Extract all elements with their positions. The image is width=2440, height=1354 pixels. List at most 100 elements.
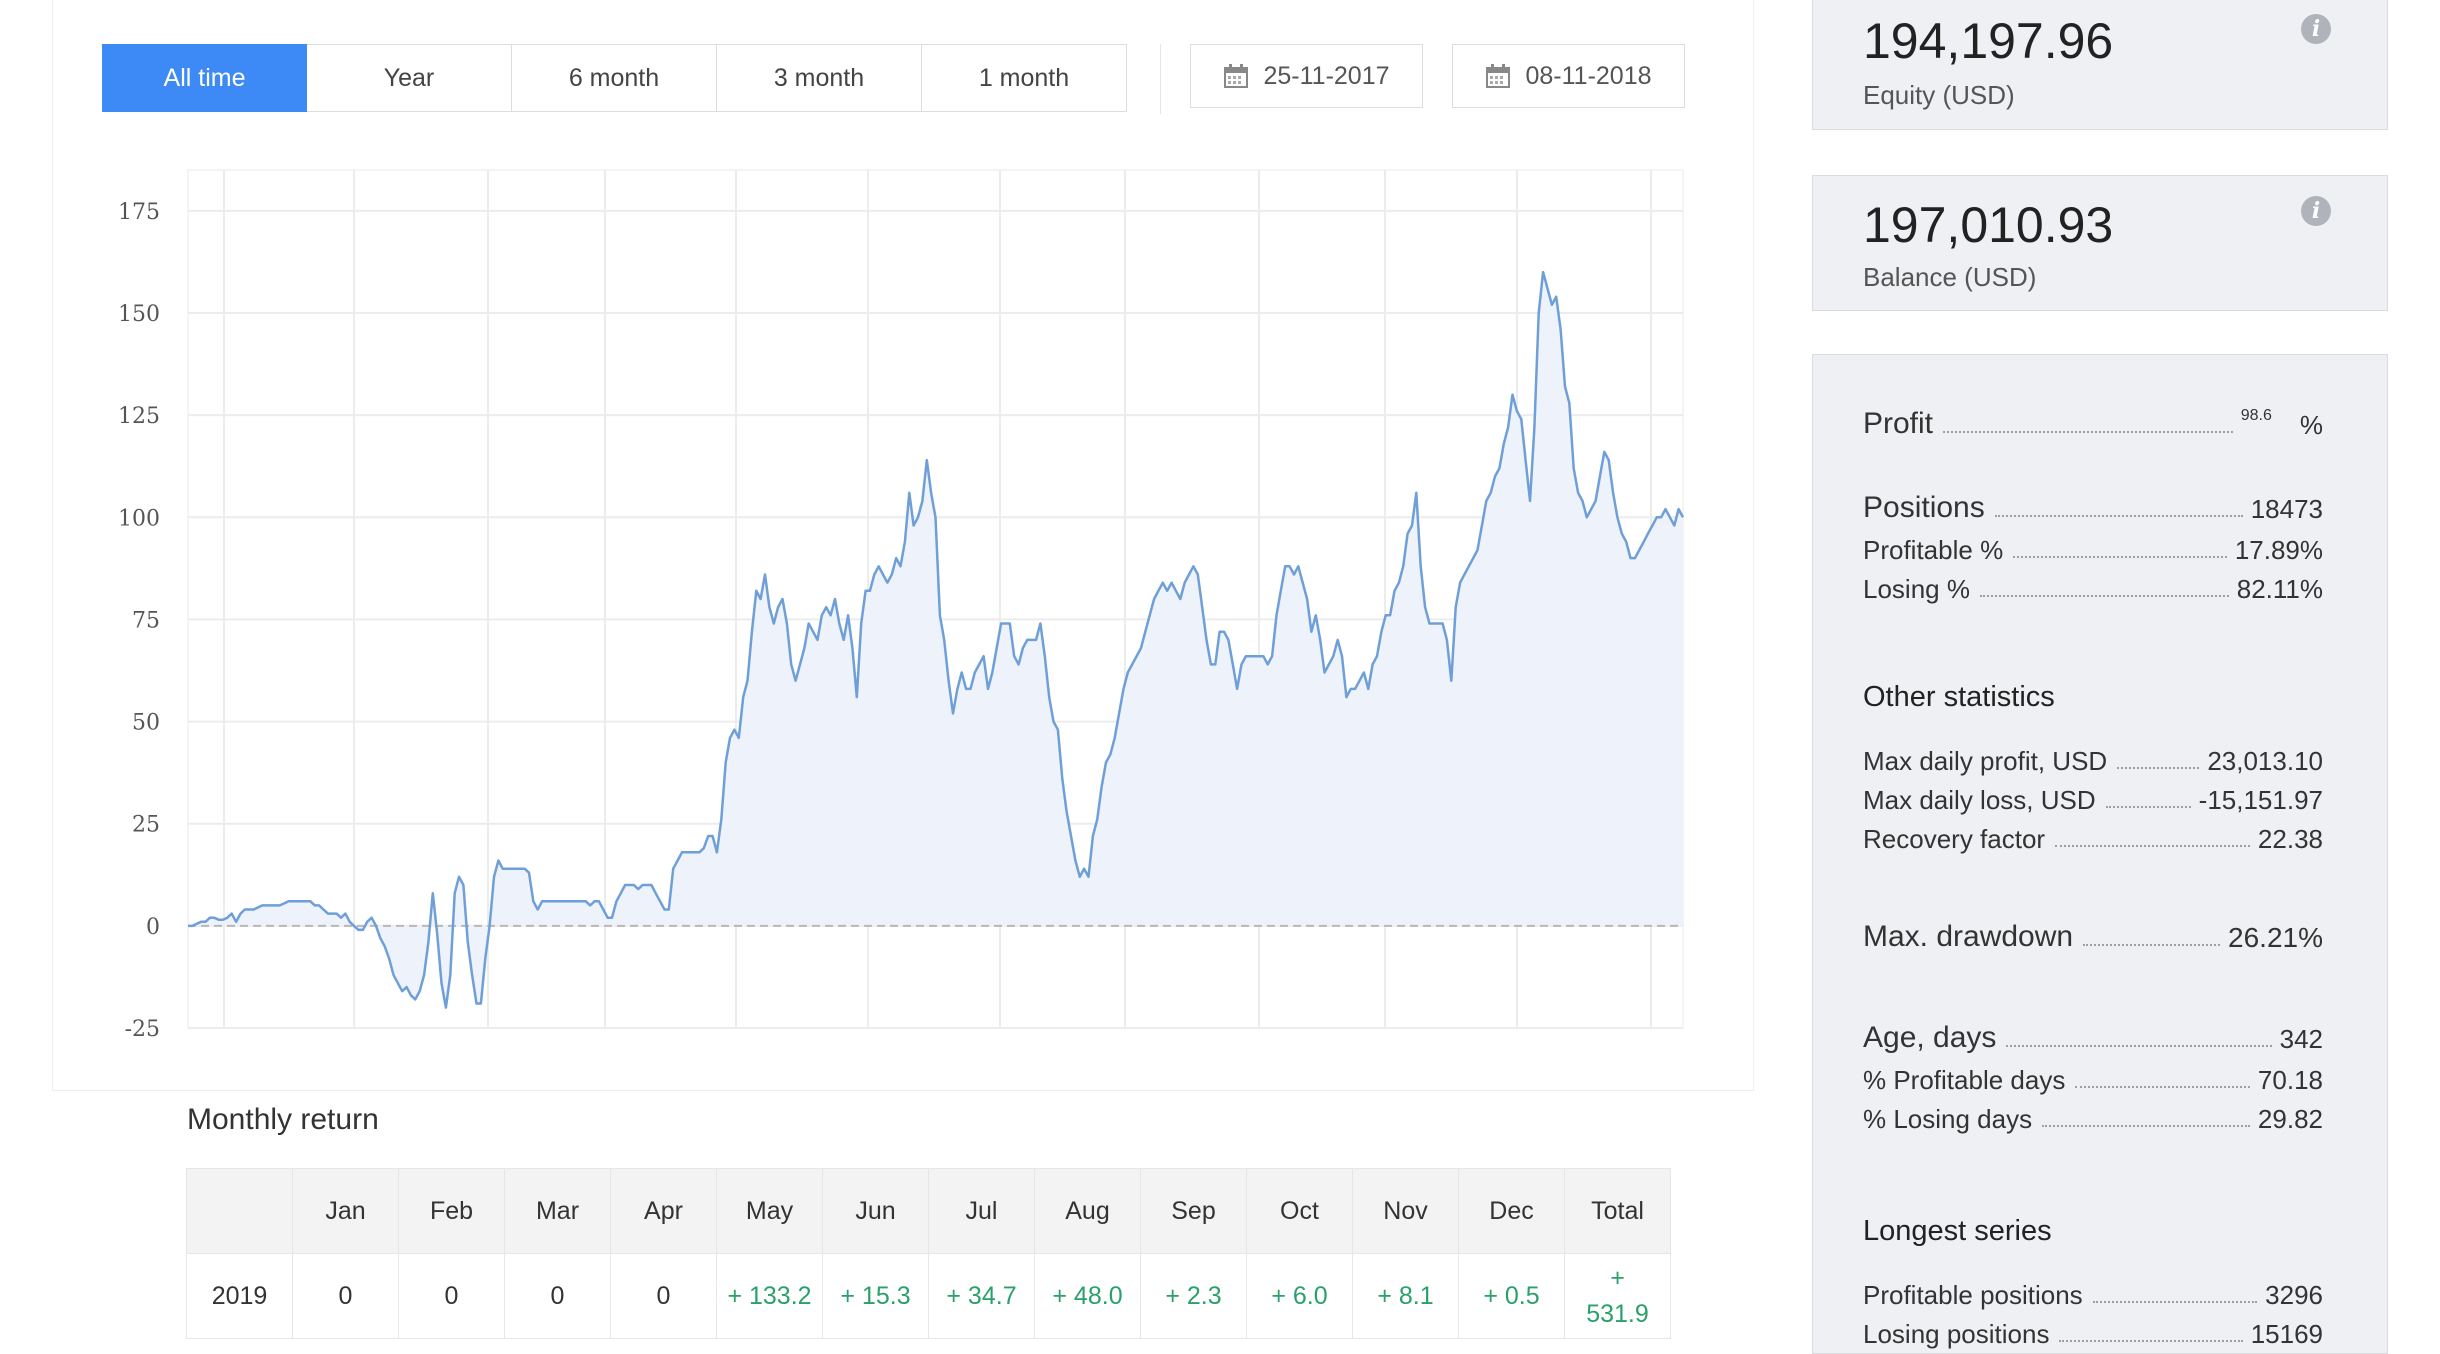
stat-label: Losing % <box>1863 574 1970 604</box>
dotted-leader <box>2092 1301 2258 1303</box>
info-icon[interactable]: i <box>2301 14 2331 44</box>
dotted-leader <box>2083 944 2221 946</box>
table-header-cell: May <box>716 1168 823 1254</box>
y-tick-label: 25 <box>132 813 160 838</box>
table-header-cell: Aug <box>1034 1168 1141 1254</box>
stat-value: -15,151.97 <box>2198 785 2323 815</box>
calendar-icon <box>1224 64 1249 88</box>
stat-value: 18473 <box>2250 494 2323 524</box>
table-header-cell: Dec <box>1458 1168 1565 1254</box>
date-to-value: 08-11-2018 <box>1525 61 1652 90</box>
stat-label: Profitable positions <box>1863 1280 2083 1310</box>
stat-value: 17.89% <box>2234 535 2323 565</box>
stat-positions: Positions 18473 <box>1863 491 2323 525</box>
table-header-cell: Nov <box>1352 1168 1459 1254</box>
period-6-month-button[interactable]: 6 month <box>512 44 717 112</box>
dotted-leader <box>2055 845 2250 847</box>
period-1-month-button[interactable]: 1 month <box>922 44 1127 112</box>
monthly-return-title: Monthly return <box>187 1103 379 1136</box>
dotted-leader <box>2006 1045 2272 1047</box>
stat-unit: % <box>2299 410 2323 440</box>
y-tick-label: 0 <box>146 915 160 940</box>
stat-label: Recovery factor <box>1863 824 2046 854</box>
stat-profit: Profit 98.6 % <box>1863 407 2323 441</box>
dotted-leader <box>1994 515 2243 517</box>
table-total-cell: + 531.9 <box>1564 1253 1671 1339</box>
y-tick-label: 100 <box>118 506 160 531</box>
stat-label: Max daily profit, USD <box>1863 746 2108 776</box>
series-line <box>188 270 1685 1009</box>
balance-value: 197,010.93 <box>1863 197 2114 253</box>
table-header-cell: Mar <box>504 1168 611 1254</box>
stat-age-days: Age, days 342 <box>1863 1021 2323 1055</box>
stat-value: 26.21% <box>2228 922 2323 953</box>
stat-profitable-pct: Profitable % 17.89% <box>1863 532 2323 566</box>
dotted-leader <box>2117 767 2200 769</box>
date-to-picker[interactable]: 08-11-2018 <box>1452 44 1685 108</box>
total-value: 531.9 <box>1586 1300 1649 1328</box>
stat-label: Profit <box>1863 407 1934 440</box>
total-sign: + <box>1610 1264 1625 1292</box>
dotted-leader <box>2105 806 2191 808</box>
stat-value: 22.38 <box>2257 824 2323 854</box>
stat-recovery-factor: Recovery factor 22.38 <box>1863 821 2323 855</box>
table-header-cell: Sep <box>1140 1168 1247 1254</box>
stat-losing-pct: Losing % 82.11% <box>1863 571 2323 605</box>
toolbar-divider <box>1160 44 1161 114</box>
stat-label: % Losing days <box>1863 1104 2033 1134</box>
equity-growth-chart: 175 150 125 100 75 50 25 0 -25 <box>118 169 1685 1042</box>
table-cell: 0 <box>504 1253 611 1339</box>
table-year-cell: 2019 <box>186 1253 293 1339</box>
dotted-leader <box>1979 595 2229 597</box>
equity-card: 194,197.96 Equity (USD) i <box>1812 0 2388 130</box>
table-cell: + 34.7 <box>928 1253 1035 1339</box>
dotted-leader <box>1943 431 2233 433</box>
period-all-time-button[interactable]: All time <box>102 44 307 112</box>
stat-label: Age, days <box>1863 1021 1997 1054</box>
dotted-leader <box>2059 1340 2243 1342</box>
info-icon[interactable]: i <box>2301 196 2331 226</box>
table-header-cell: Jul <box>928 1168 1035 1254</box>
stat-max-drawdown: Max. drawdown 26.21% <box>1863 920 2323 954</box>
stat-value: 3296 <box>2265 1280 2323 1310</box>
equity-label: Equity (USD) <box>1863 80 2015 110</box>
table-cell: 0 <box>398 1253 505 1339</box>
table-header-cell: Total <box>1564 1168 1671 1254</box>
stat-label: Max daily loss, USD <box>1863 785 2096 815</box>
balance-card: 197,010.93 Balance (USD) i <box>1812 175 2388 311</box>
stat-value: 23,013.10 <box>2207 746 2323 776</box>
period-year-button[interactable]: Year <box>307 44 512 112</box>
statistics-panel: Profit 98.6 % Positions 18473 Profitable… <box>1812 354 2388 1354</box>
table-cell: + 48.0 <box>1034 1253 1141 1339</box>
stat-value: 82.11% <box>2236 574 2323 604</box>
stat-losing-days: % Losing days 29.82 <box>1863 1101 2323 1135</box>
y-tick-label: 175 <box>118 200 160 225</box>
longest-series-title: Longest series <box>1863 1215 2052 1247</box>
date-from-value: 25-11-2017 <box>1263 61 1390 90</box>
y-tick-label: -25 <box>125 1017 160 1042</box>
table-header-cell: Jan <box>292 1168 399 1254</box>
table-header-cell: Feb <box>398 1168 505 1254</box>
stat-value: 70.18 <box>2257 1065 2323 1095</box>
table-header-cell: Oct <box>1246 1168 1353 1254</box>
table-header-cell: Apr <box>610 1168 717 1254</box>
other-statistics-title: Other statistics <box>1863 681 2055 713</box>
table-cell: + 6.0 <box>1246 1253 1353 1339</box>
stat-max-daily-profit: Max daily profit, USD 23,013.10 <box>1863 743 2323 777</box>
table-header-cell <box>186 1168 293 1254</box>
table-cell: + 133.2 <box>716 1253 823 1339</box>
stat-losing-positions: Losing positions 15169 <box>1863 1316 2323 1350</box>
y-tick-label: 75 <box>132 608 160 633</box>
period-3-month-button[interactable]: 3 month <box>717 44 922 112</box>
table-cell: 0 <box>610 1253 717 1339</box>
stat-value: 29.82 <box>2257 1104 2323 1134</box>
table-cell: + 0.5 <box>1458 1253 1565 1339</box>
date-from-picker[interactable]: 25-11-2017 <box>1190 44 1423 108</box>
stat-label: Positions <box>1863 491 1985 524</box>
stat-label: Losing positions <box>1863 1319 2050 1349</box>
balance-label: Balance (USD) <box>1863 262 2037 292</box>
table-row: 2019 0 0 0 0 + 133.2 + 15.3 + 34.7 + 48.… <box>186 1253 1671 1339</box>
dotted-leader <box>2042 1125 2250 1127</box>
stat-value: 15169 <box>2250 1319 2323 1349</box>
stat-value: 98.6 <box>2240 407 2272 424</box>
